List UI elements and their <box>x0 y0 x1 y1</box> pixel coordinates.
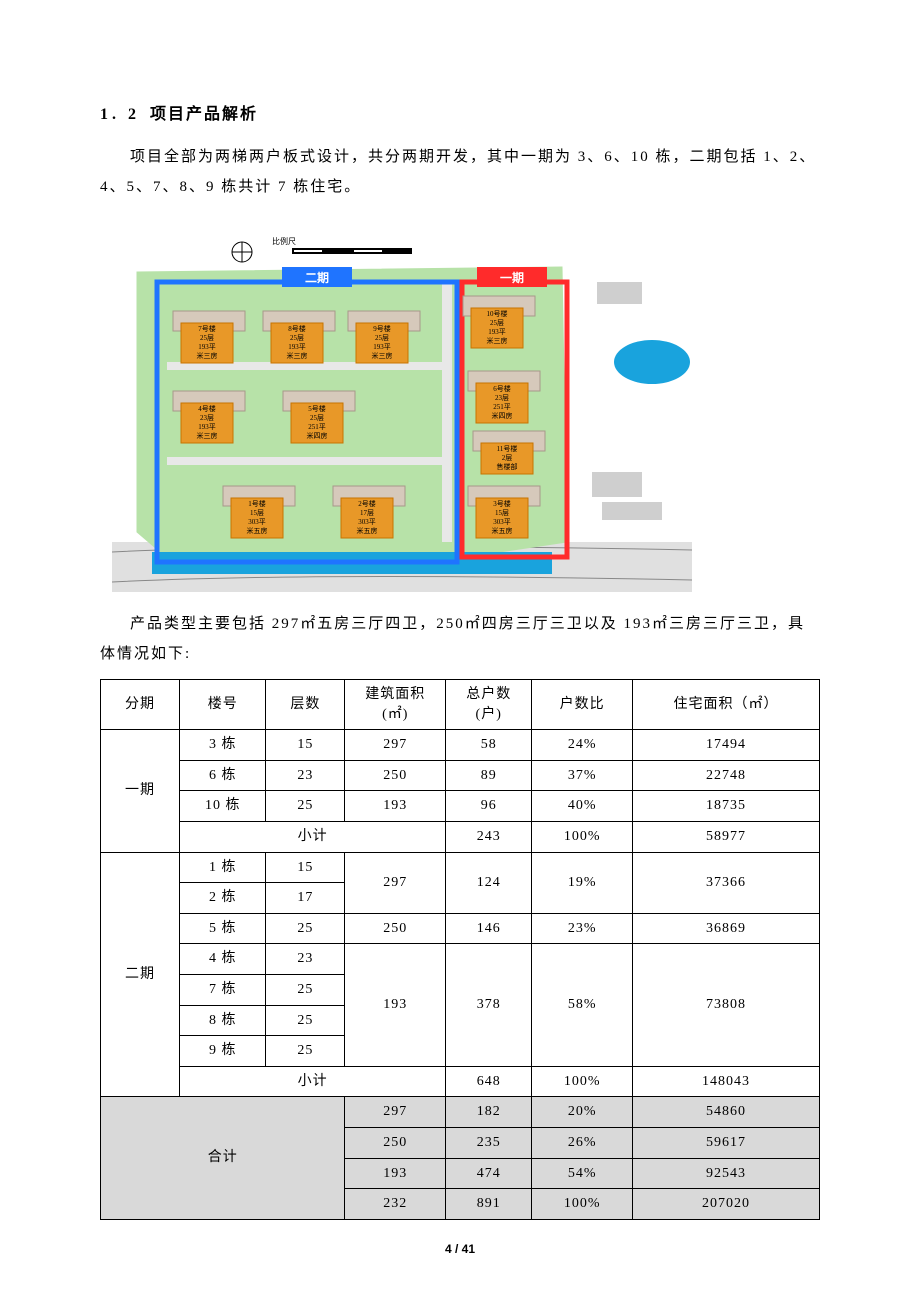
svg-text:17层: 17层 <box>360 509 374 517</box>
svg-text:25层: 25层 <box>200 334 214 342</box>
svg-text:193平: 193平 <box>198 343 216 351</box>
svg-text:米四房: 米四房 <box>307 431 328 440</box>
section-number: 1. 2 <box>100 106 140 123</box>
th-units: 总户数 (户) <box>446 680 532 730</box>
th-ratio: 户数比 <box>532 680 633 730</box>
table-row: 一期 3 栋 15 297 58 24% 17494 <box>101 730 820 761</box>
table-row: 二期 1 栋 15 297 124 19% 37366 <box>101 852 820 883</box>
table-header-row: 分期 楼号 层数 建筑面积 (㎡) 总户数 (户) 户数比 住宅面积（㎡） <box>101 680 820 730</box>
svg-text:米五房: 米五房 <box>357 526 378 535</box>
svg-text:193平: 193平 <box>288 343 306 351</box>
th-resarea: 住宅面积（㎡） <box>633 680 820 730</box>
svg-text:2号楼: 2号楼 <box>358 499 376 508</box>
phase2-label: 二期 <box>305 270 329 285</box>
svg-text:303平: 303平 <box>248 518 266 526</box>
svg-text:米四房: 米四房 <box>492 411 513 420</box>
paragraph-2: 产品类型主要包括 297㎡五房三厅四卫，250㎡四房三厅三卫以及 193㎡三房三… <box>100 609 820 669</box>
svg-text:25层: 25层 <box>490 319 504 327</box>
svg-text:251平: 251平 <box>308 423 326 431</box>
svg-text:303平: 303平 <box>358 518 376 526</box>
phase1-label-cell: 一期 <box>101 730 180 852</box>
svg-text:7号楼: 7号楼 <box>198 324 216 333</box>
svg-text:5号楼: 5号楼 <box>308 404 326 413</box>
subtotal-row: 小计 648 100% 148043 <box>101 1066 820 1097</box>
svg-text:23层: 23层 <box>495 394 509 402</box>
svg-text:193平: 193平 <box>198 423 216 431</box>
scale-label: 比例尺 <box>272 236 296 246</box>
svg-text:9号楼: 9号楼 <box>373 324 391 333</box>
svg-text:售楼部: 售楼部 <box>497 462 518 471</box>
th-bldg: 楼号 <box>180 680 266 730</box>
svg-text:193平: 193平 <box>488 328 506 336</box>
svg-text:251平: 251平 <box>493 403 511 411</box>
svg-text:2层: 2层 <box>502 454 513 462</box>
siteplan-svg: 比例尺 二期 一期 7号楼25层193平米三房8号楼25层193平米三房9号楼2… <box>112 212 692 592</box>
svg-text:米三房: 米三房 <box>197 351 218 360</box>
svg-text:15层: 15层 <box>250 509 264 517</box>
section-title: 项目产品解析 <box>150 106 258 123</box>
table-row: 6 栋 23 250 89 37% 22748 <box>101 760 820 791</box>
product-table: 分期 楼号 层数 建筑面积 (㎡) 总户数 (户) 户数比 住宅面积（㎡） 一期… <box>100 679 820 1220</box>
svg-text:25层: 25层 <box>290 334 304 342</box>
svg-text:303平: 303平 <box>493 518 511 526</box>
th-phase: 分期 <box>101 680 180 730</box>
svg-text:15层: 15层 <box>495 509 509 517</box>
svg-text:8号楼: 8号楼 <box>288 324 306 333</box>
svg-text:193平: 193平 <box>373 343 391 351</box>
subtotal-row: 小计 243 100% 58977 <box>101 821 820 852</box>
page-footer: 4 / 41 <box>100 1242 820 1256</box>
section-heading: 1. 2 项目产品解析 <box>100 100 820 124</box>
th-floors: 层数 <box>266 680 345 730</box>
table-row: 5 栋 25 250 146 23% 36869 <box>101 913 820 944</box>
svg-text:1号楼: 1号楼 <box>248 499 266 508</box>
siteplan-figure: 比例尺 二期 一期 7号楼25层193平米三房8号楼25层193平米三房9号楼2… <box>112 212 820 597</box>
svg-text:米五房: 米五房 <box>492 526 513 535</box>
total-label-cell: 合计 <box>101 1097 345 1219</box>
phase1-label: 一期 <box>500 270 524 285</box>
svg-text:米五房: 米五房 <box>247 526 268 535</box>
svg-text:4号楼: 4号楼 <box>198 404 216 413</box>
svg-text:米三房: 米三房 <box>197 431 218 440</box>
svg-text:10号楼: 10号楼 <box>487 309 508 318</box>
phase2-label-cell: 二期 <box>101 852 180 1097</box>
svg-text:23层: 23层 <box>200 414 214 422</box>
svg-text:11号楼: 11号楼 <box>497 444 518 453</box>
svg-text:3号楼: 3号楼 <box>493 499 511 508</box>
svg-text:米三房: 米三房 <box>287 351 308 360</box>
svg-text:米三房: 米三房 <box>487 336 508 345</box>
th-area: 建筑面积 (㎡) <box>345 680 446 730</box>
svg-text:米三房: 米三房 <box>372 351 393 360</box>
total-row: 合计 297 182 20% 54860 <box>101 1097 820 1128</box>
paragraph-1: 项目全部为两梯两户板式设计，共分两期开发，其中一期为 3、6、10 栋，二期包括… <box>100 142 820 202</box>
svg-text:25层: 25层 <box>375 334 389 342</box>
table-row: 4 栋 23 193 378 58% 73808 <box>101 944 820 975</box>
svg-text:25层: 25层 <box>310 414 324 422</box>
svg-text:6号楼: 6号楼 <box>493 384 511 393</box>
table-row: 10 栋 25 193 96 40% 18735 <box>101 791 820 822</box>
